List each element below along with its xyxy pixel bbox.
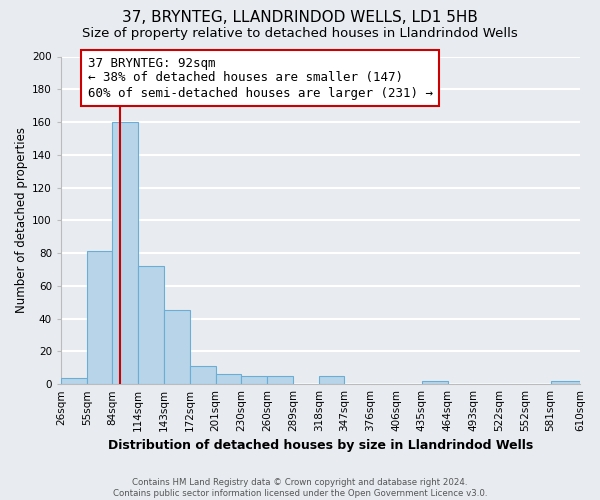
Bar	[551, 381, 580, 384]
Bar	[241, 376, 267, 384]
Bar	[87, 252, 112, 384]
Y-axis label: Number of detached properties: Number of detached properties	[15, 128, 28, 314]
Bar	[61, 378, 87, 384]
X-axis label: Distribution of detached houses by size in Llandrindod Wells: Distribution of detached houses by size …	[108, 440, 533, 452]
Text: Contains HM Land Registry data © Crown copyright and database right 2024.
Contai: Contains HM Land Registry data © Crown c…	[113, 478, 487, 498]
Bar	[422, 381, 448, 384]
Bar	[319, 376, 344, 384]
Bar	[190, 366, 215, 384]
Text: 37 BRYNTEG: 92sqm
← 38% of detached houses are smaller (147)
60% of semi-detache: 37 BRYNTEG: 92sqm ← 38% of detached hous…	[88, 56, 433, 100]
Text: 37, BRYNTEG, LLANDRINDOD WELLS, LD1 5HB: 37, BRYNTEG, LLANDRINDOD WELLS, LD1 5HB	[122, 10, 478, 25]
Bar	[112, 122, 138, 384]
Bar	[138, 266, 164, 384]
Bar	[215, 374, 241, 384]
Bar	[164, 310, 190, 384]
Bar	[267, 376, 293, 384]
Text: Size of property relative to detached houses in Llandrindod Wells: Size of property relative to detached ho…	[82, 28, 518, 40]
